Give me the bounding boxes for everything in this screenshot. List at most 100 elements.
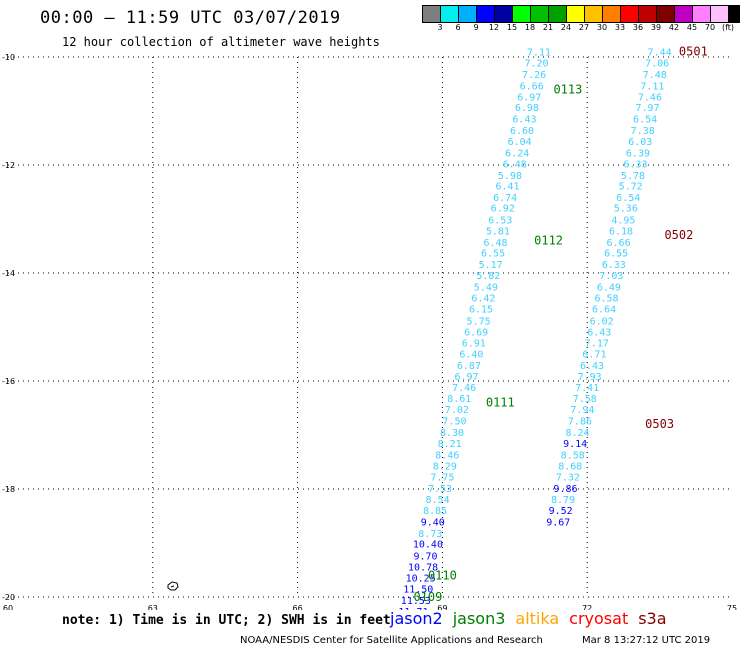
wave-height-label: 7.03 — [599, 271, 623, 282]
pass-label: 0111 — [486, 396, 515, 410]
wave-height-label: 6.87 — [457, 361, 481, 372]
wave-height-label: 8.29 — [433, 461, 457, 472]
wave-height-label: 6.33 — [623, 159, 647, 170]
island-shape — [167, 581, 179, 591]
scale-label: 42 — [668, 23, 680, 32]
page-subtitle: 12 hour collection of altimeter wave hei… — [62, 35, 380, 49]
wave-height-label: 5.82 — [476, 271, 500, 282]
scale-label: 70 — [704, 23, 716, 32]
scale-swatch — [477, 6, 495, 22]
wave-height-label: 9.40 — [421, 517, 445, 528]
wave-height-label: 6.41 — [496, 182, 520, 193]
y-tick-label: -12 — [2, 161, 15, 170]
wave-height-label: 8.73 — [418, 529, 442, 540]
wave-height-label: 6.33 — [602, 260, 626, 271]
scale-swatch — [585, 6, 603, 22]
scale-swatch — [621, 6, 639, 22]
wave-height-label: 11.53 — [401, 596, 431, 607]
scale-swatch — [531, 6, 549, 22]
scale-label: (ft) — [721, 23, 735, 32]
wave-height-label: 8.21 — [438, 439, 462, 450]
map-grid — [8, 56, 732, 598]
altimeter-map: 60 63 66 69 72 75-10-12-14-16-18-20 7.117.207… — [2, 45, 737, 610]
x-tick-label: 60 — [3, 604, 13, 610]
wave-height-label: 10.25 — [406, 574, 436, 585]
scale-label: 30 — [596, 23, 608, 32]
wave-height-label: 8.61 — [447, 394, 471, 405]
pass-label: 0113 — [553, 82, 582, 96]
wave-height-label: 11.50 — [403, 584, 433, 595]
wave-height-label: 6.39 — [626, 149, 650, 160]
wave-height-label: 8.24 — [565, 428, 589, 439]
wave-height-label: 6.69 — [464, 327, 488, 338]
scale-label: 3 — [437, 23, 443, 32]
pass-label: 0110 — [428, 568, 457, 582]
scale-swatch — [441, 6, 459, 22]
scale-label: 21 — [542, 23, 554, 32]
scale-label: 33 — [614, 23, 626, 32]
scale-label: 18 — [524, 23, 536, 32]
wave-height-label: 8.30 — [440, 428, 464, 439]
scale-label: 39 — [650, 23, 662, 32]
scale-label: 12 — [488, 23, 500, 32]
scale-swatch — [495, 6, 513, 22]
x-tick-label: 63 — [148, 604, 158, 610]
color-scale-bar — [422, 5, 740, 23]
scale-swatch — [603, 6, 621, 22]
wave-height-label: 7.53 — [428, 484, 452, 495]
pass-label: 0109 — [413, 590, 442, 604]
page-title: 00:00 – 11:59 UTC 03/07/2019 — [40, 8, 341, 28]
wave-height-label: 7.32 — [556, 473, 580, 484]
wave-height-label: 6.48 — [503, 159, 527, 170]
wave-height-label: 6.60 — [510, 126, 534, 137]
wave-height-label: 8.54 — [426, 495, 450, 506]
wave-height-label: 9.86 — [553, 484, 577, 495]
wave-height-label: 6.54 — [616, 193, 640, 204]
pass-label: 0501 — [679, 45, 708, 59]
wave-height-label: 7.48 — [643, 70, 667, 81]
wave-height-label: 8.79 — [551, 495, 575, 506]
wave-height-label: 5.75 — [467, 317, 491, 328]
wave-height-label: 6.66 — [607, 238, 631, 249]
wave-height-label: 6.24 — [505, 149, 529, 160]
legend-item-cryosat: cryosat — [569, 609, 629, 628]
x-tick-label: 66 — [293, 604, 303, 610]
scale-swatch — [693, 6, 711, 22]
wave-height-label: 7.58 — [573, 394, 597, 405]
pass-label: 0502 — [664, 228, 693, 242]
wave-height-label: 6.58 — [594, 293, 618, 304]
y-tick-label: -10 — [2, 53, 15, 62]
wave-height-label: 6.48 — [483, 238, 507, 249]
scale-swatch — [657, 6, 675, 22]
wave-height-label: 4.95 — [611, 216, 635, 227]
wave-height-label: 6.43 — [587, 327, 611, 338]
x-tick-label: 72 — [582, 604, 592, 610]
wave-height-label: 6.40 — [459, 350, 483, 361]
wave-height-label: 6.43 — [580, 361, 604, 372]
wave-height-label: 7.06 — [645, 58, 669, 69]
wave-height-label: 7.11 — [527, 48, 551, 59]
wave-height-label: 5.36 — [614, 204, 638, 215]
wave-height-label: 11.71 — [398, 607, 428, 610]
wave-height-label: 6.74 — [493, 193, 517, 204]
scale-swatch — [549, 6, 567, 22]
scale-label: 36 — [632, 23, 644, 32]
wave-height-label: 6.55 — [604, 249, 628, 260]
wave-height-label: 7.75 — [430, 473, 454, 484]
x-tick-label: 69 — [437, 604, 447, 610]
wave-height-label: 7.11 — [640, 82, 664, 93]
wave-height-label: 7.02 — [445, 405, 469, 416]
wave-height-label: 7.41 — [575, 383, 599, 394]
wave-height-label: 7.38 — [631, 126, 655, 137]
scale-swatch — [729, 6, 740, 22]
x-tick-label: 75 — [727, 604, 737, 610]
wave-height-label: 7.26 — [522, 70, 546, 81]
scale-label: 9 — [473, 23, 479, 32]
y-tick-label: -20 — [2, 593, 15, 602]
legend-item-s3a: s3a — [638, 609, 667, 628]
legend-item-jason3: jason3 — [452, 609, 506, 628]
wave-height-label: 8.85 — [423, 506, 447, 517]
scale-label: 27 — [578, 23, 590, 32]
scale-swatch — [567, 6, 585, 22]
